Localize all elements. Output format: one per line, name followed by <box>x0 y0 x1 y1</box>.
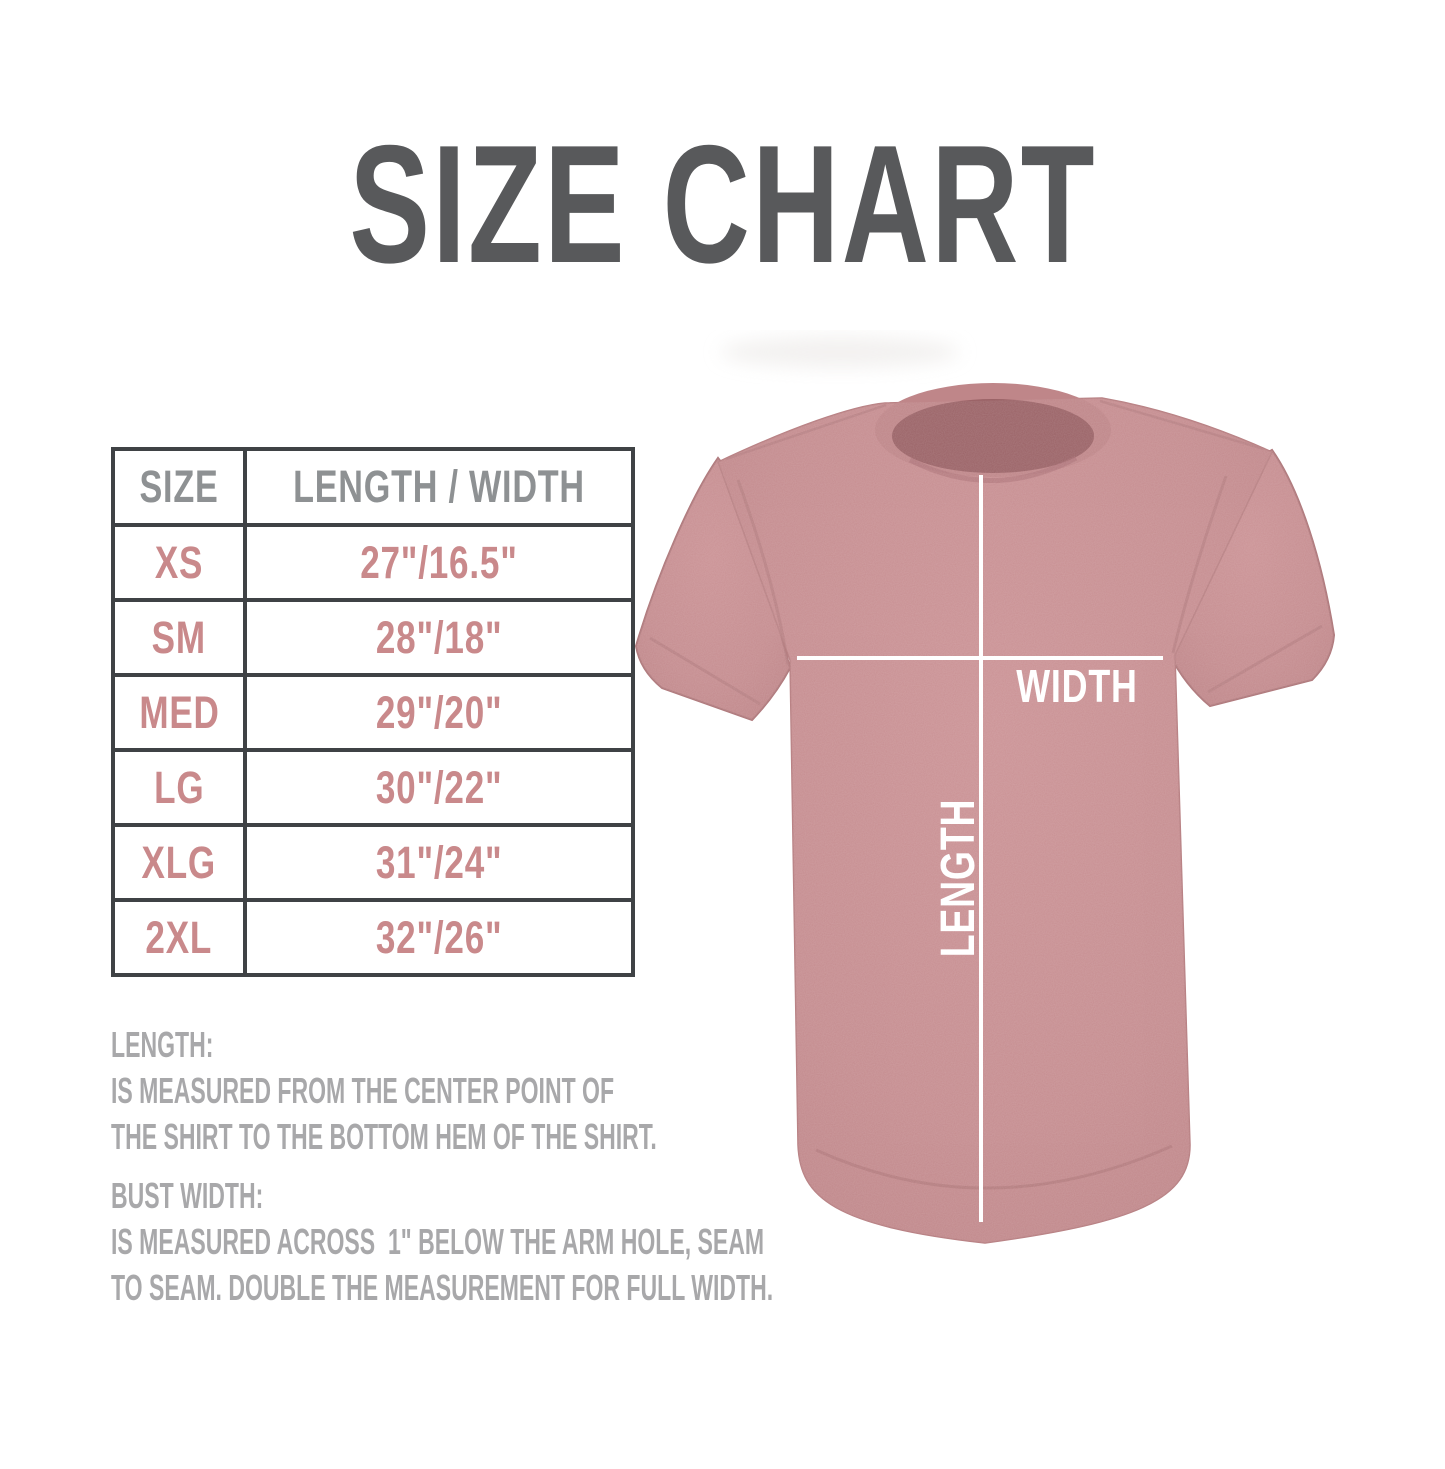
note-line: IS MEASURED ACROSS 1" BELOW THE ARM HOLE… <box>111 1221 765 1262</box>
size-table-row: 2XL 32"/26" <box>111 898 635 977</box>
length-width-cell: 29"/20" <box>243 673 635 752</box>
size-cell: LG <box>111 748 247 827</box>
length-width-cell: 32"/26" <box>243 898 635 977</box>
measurement-note: LENGTH: IS MEASURED FROM THE CENTER POIN… <box>111 1022 1146 1160</box>
measurement-note: BUST WIDTH: IS MEASURED ACROSS 1" BELOW … <box>111 1173 1146 1311</box>
size-table-row: XLG 31"/24" <box>111 823 635 902</box>
note-heading: BUST WIDTH: <box>111 1175 264 1216</box>
note-heading: LENGTH: <box>111 1024 214 1065</box>
tshirt-measurement-diagram: WIDTH LENGTH <box>634 336 1336 1244</box>
page-title-text: SIZE CHART <box>348 110 1097 298</box>
note-line: TO SEAM. DOUBLE THE MEASUREMENT FOR FULL… <box>111 1267 774 1308</box>
size-table-row: MED 29"/20" <box>111 673 635 752</box>
size-table-header-row: SIZE LENGTH / WIDTH <box>111 447 635 527</box>
size-table-row: SM 28"/18" <box>111 598 635 677</box>
note-line: IS MEASURED FROM THE CENTER POINT OF <box>111 1070 615 1111</box>
length-label: LENGTH <box>932 799 986 958</box>
length-width-cell: 27"/16.5" <box>243 523 635 602</box>
length-width-cell: 31"/24" <box>243 823 635 902</box>
photo-shadow <box>720 336 960 368</box>
size-table: SIZE LENGTH / WIDTH XS 27"/16.5" <box>111 447 635 977</box>
size-table-row: LG 30"/22" <box>111 748 635 827</box>
page-title: SIZE CHART <box>0 120 1445 288</box>
size-table-row: XS 27"/16.5" <box>111 523 635 602</box>
length-width-cell: 28"/18" <box>243 598 635 677</box>
size-cell: XLG <box>111 823 247 902</box>
length-width-cell: 30"/22" <box>243 748 635 827</box>
length-width-column-header: LENGTH / WIDTH <box>243 447 635 527</box>
size-cell: XS <box>111 523 247 602</box>
size-cell: SM <box>111 598 247 677</box>
size-column-header: SIZE <box>111 447 247 527</box>
size-cell: MED <box>111 673 247 752</box>
note-line: THE SHIRT TO THE BOTTOM HEM OF THE SHIRT… <box>111 1116 657 1157</box>
measurement-notes: LENGTH: IS MEASURED FROM THE CENTER POIN… <box>111 1022 1146 1324</box>
size-cell: 2XL <box>111 898 247 977</box>
width-label: WIDTH <box>1016 661 1137 712</box>
